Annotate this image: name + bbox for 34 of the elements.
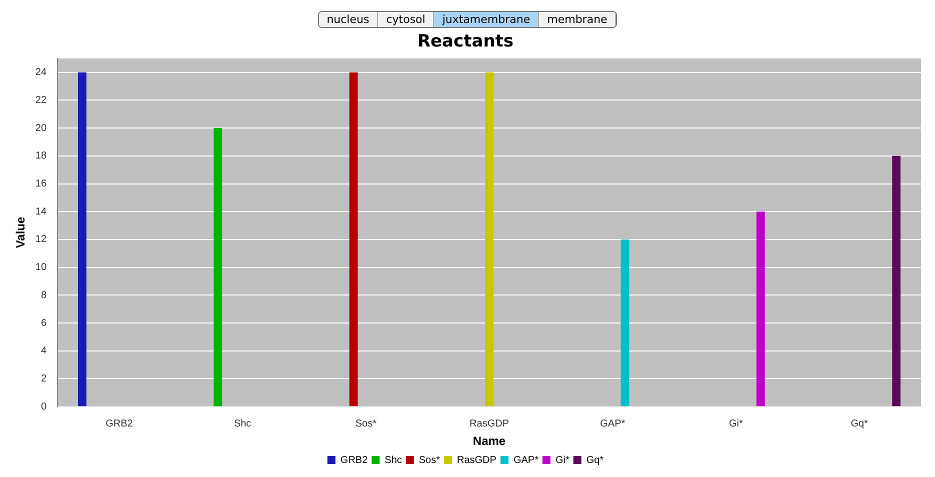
legend-label: Sos* [418,454,440,466]
y-tick-label: 6 [40,318,47,329]
x-tick-label: Gq* [850,418,868,430]
y-axis-title: Value [14,216,28,248]
y-tick-label: 14 [35,206,47,218]
text: nucleus [318,12,378,27]
y-tick-label: 8 [40,290,47,301]
chart-title: Reactants [417,32,514,52]
x-tick-label: GAP* [600,418,626,430]
text: juxtamembrane [434,12,540,27]
legend-label: Shc [384,454,402,466]
y-tick-label: 18 [35,150,47,162]
text: membrane [539,12,616,27]
x-axis-title: Name [472,434,506,448]
x-tick-label: Gi* [729,418,744,430]
y-tick-label: 12 [35,234,47,246]
y-tick-label: 0 [40,401,47,412]
y-tick-label: 10 [35,262,47,274]
x-tick-label: Shc [234,418,252,430]
legend-label: GRB2 [340,454,368,466]
legend-label: RasGDP [457,454,497,466]
legend-label: Gi* [555,454,570,466]
y-tick-label: 20 [35,122,47,134]
text: cytosol [378,12,434,27]
y-tick-label: 22 [35,94,47,106]
legend-label: Gq* [586,454,604,466]
legend-label: GAP* [513,454,539,466]
y-tick-label: 2 [40,373,47,384]
y-tick-label: 4 [40,346,47,357]
y-tick-label: 24 [35,67,47,78]
y-tick-label: 16 [35,178,47,190]
x-tick-label: Sos* [355,418,377,430]
x-tick-label: GRB2 [106,418,134,430]
x-tick-label: RasGDP [470,418,510,430]
